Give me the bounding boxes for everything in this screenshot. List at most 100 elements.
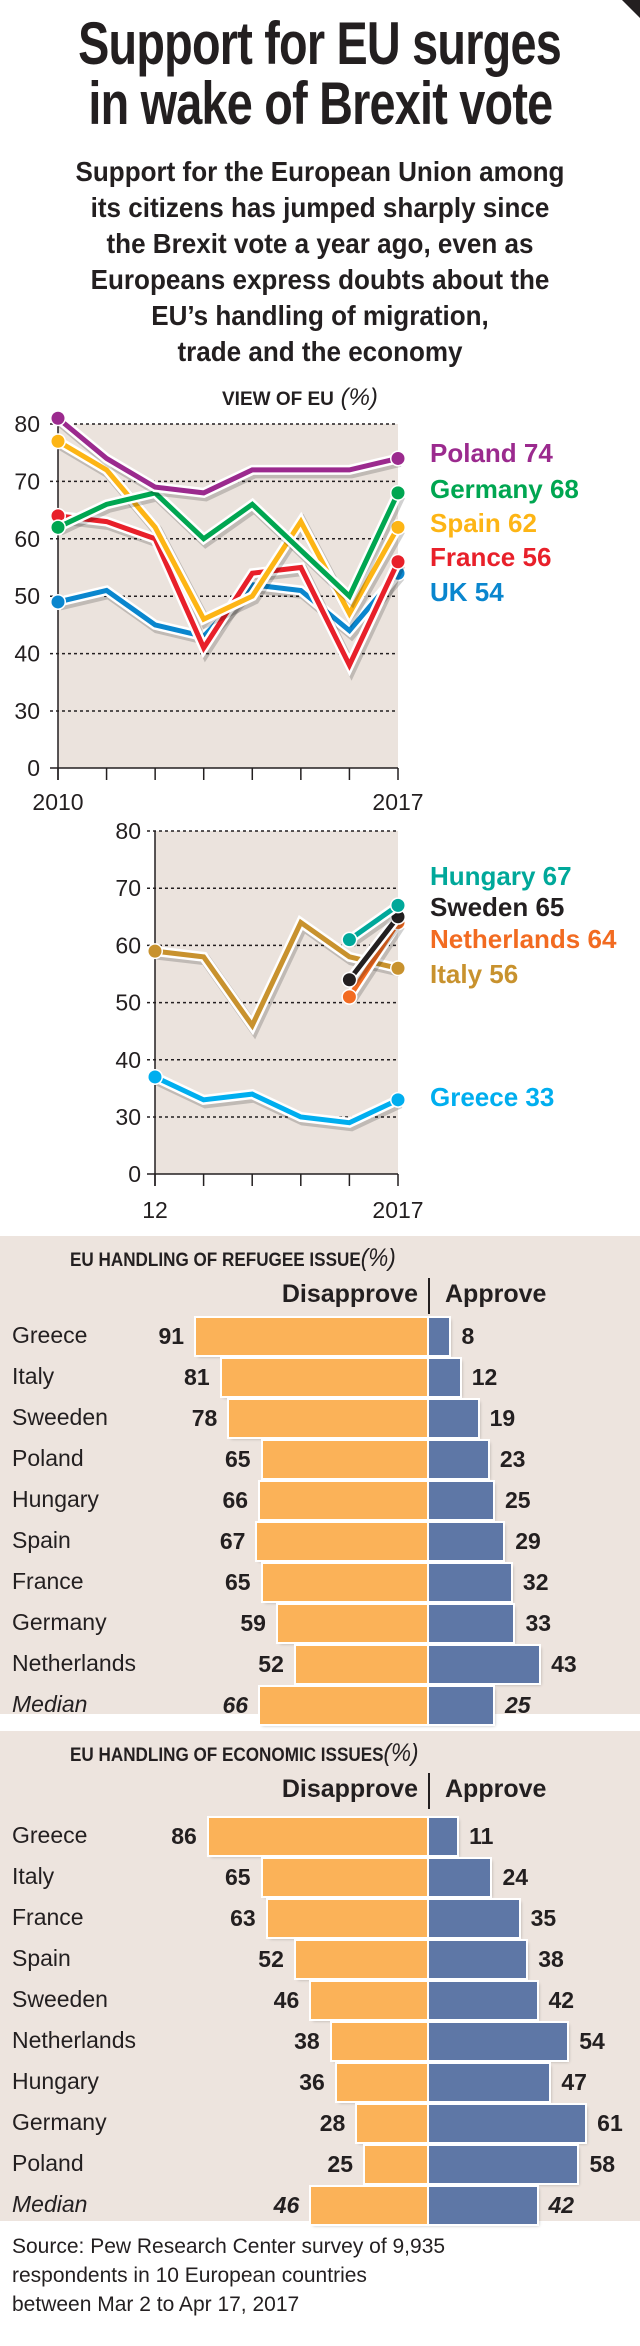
approve-value: 42 — [548, 1986, 575, 2013]
table-row: Spain 67 29 — [0, 1522, 640, 1560]
approve-value: 25 — [505, 1486, 531, 1513]
table-row: Hungary 36 47 — [0, 2063, 640, 2101]
approve-bar — [429, 2186, 537, 2224]
approve-value: 54 — [579, 2027, 605, 2054]
series-line — [154, 918, 399, 1031]
disapprove-value: 66 — [222, 1486, 249, 1513]
data-point — [51, 509, 65, 523]
disapprove-bar — [295, 1645, 429, 1683]
table-row: Spain 52 38 — [0, 1940, 640, 1978]
disapprove-bar — [196, 1317, 429, 1355]
corner-mark — [622, 0, 640, 18]
disapprove-value: 81 — [184, 1363, 210, 1390]
chart-title-unit: (%) — [340, 384, 378, 411]
x-tick-label: 12 — [142, 1197, 168, 1223]
data-point — [391, 1093, 405, 1107]
approve-bar — [429, 1522, 504, 1560]
subtitle-line: EU’s handling of migration, — [151, 300, 489, 331]
subtitle: Support for the European Union among its… — [0, 154, 640, 370]
approve-value: 12 — [471, 1363, 498, 1390]
approve-value: 29 — [515, 1527, 541, 1554]
country-label: Italy — [12, 1862, 55, 1889]
subtitle-line: Europeans express doubts about the — [90, 264, 550, 295]
data-point — [391, 486, 405, 500]
disapprove-bar — [311, 2186, 429, 2224]
data-point — [391, 898, 405, 912]
disapprove-bar — [260, 1686, 429, 1724]
country-label: Italy — [12, 1362, 55, 1389]
approve-bar — [429, 1686, 493, 1724]
line-chart-title: View of EU (%) — [222, 384, 378, 412]
series-label: France 56 — [430, 542, 551, 572]
country-label: Hungary — [12, 2067, 99, 2094]
panel-title-text: EU Handling of Refugee Issue — [70, 1250, 361, 1271]
country-label: Greece — [12, 1321, 88, 1348]
series-label: Sweden 65 — [430, 892, 564, 922]
approve-value: 33 — [525, 1609, 552, 1636]
header-separator — [428, 1278, 430, 1314]
country-label: Netherlands — [12, 1649, 137, 1676]
y-tick-label: 70 — [115, 875, 141, 901]
series-label: Netherlands 64 — [430, 924, 617, 954]
x-tick-label: 2017 — [372, 789, 423, 815]
series-poland — [50, 410, 406, 502]
disapprove-value: 38 — [294, 2027, 320, 2054]
y-tick-label: 60 — [115, 932, 141, 958]
approve-bar — [429, 2022, 568, 2060]
approve-bar — [429, 1899, 519, 1937]
data-point — [342, 933, 356, 947]
data-point — [51, 520, 65, 534]
panel-title-text: EU Handling of Economic Issues — [70, 1745, 384, 1766]
approve-bar — [429, 1817, 458, 1855]
table-row: Hungary 66 25 — [0, 1481, 640, 1519]
series-line — [347, 915, 400, 982]
data-point — [391, 961, 405, 975]
y-tick-label: 0 — [128, 1161, 141, 1187]
y-tick-label: 40 — [115, 1047, 141, 1073]
subtitle-line: its citizens has jumped sharply since — [90, 192, 550, 223]
disapprove-value: 46 — [273, 2191, 300, 2218]
series-label: UK 54 — [430, 577, 504, 607]
series-label: Greece 33 — [430, 1082, 554, 1112]
disapprove-value: 78 — [191, 1404, 218, 1431]
country-label: Median — [12, 1690, 88, 1717]
disapprove-bar — [262, 1858, 429, 1896]
approve-value: 24 — [502, 1863, 529, 1890]
disapprove-bar — [208, 1817, 429, 1855]
series-line — [347, 903, 400, 942]
disapprove-value: 28 — [319, 2109, 346, 2136]
y-tick-label: 40 — [14, 641, 40, 667]
table-row: Netherlands 52 43 — [0, 1645, 640, 1683]
economic-issues-panel: EU Handling of Economic Issues(%) Disapp… — [0, 1731, 640, 2224]
disapprove-bar — [267, 1899, 429, 1937]
table-row: Sweeden 78 19 — [0, 1399, 640, 1437]
data-point — [51, 595, 65, 609]
subtitle-line: Support for the European Union among — [75, 156, 565, 187]
series-greece — [147, 1068, 406, 1132]
approve-bar — [429, 1858, 491, 1896]
approve-bar — [429, 1317, 450, 1355]
approve-bar — [429, 1481, 493, 1519]
table-row: Median 66 25 — [0, 1686, 640, 1724]
approve-value: 38 — [538, 1945, 564, 1972]
approve-bar — [429, 2104, 586, 2142]
approve-bar — [429, 1440, 488, 1478]
y-tick-label: 80 — [115, 818, 141, 844]
data-point — [51, 411, 65, 425]
table-row: Greece 91 8 — [0, 1317, 640, 1355]
approve-bar — [429, 2145, 578, 2183]
table-row: Median 46 42 — [0, 2186, 640, 2224]
disapprove-value: 65 — [225, 1568, 251, 1595]
approve-value: 8 — [461, 1322, 475, 1349]
chart-title-text: View of EU — [222, 389, 334, 410]
approve-bar — [429, 1981, 537, 2019]
source-line: respondents in 10 European countries — [12, 2264, 367, 2287]
x-tick-label: 2017 — [372, 1197, 423, 1223]
disapprove-bar — [262, 1563, 429, 1601]
disapprove-header: Disapprove — [281, 1280, 418, 1308]
disapprove-value: 65 — [225, 1863, 251, 1890]
country-label: Hungary — [12, 1485, 99, 1512]
country-label: Poland — [12, 1444, 84, 1471]
y-tick-label: 80 — [14, 411, 40, 437]
disapprove-value: 63 — [230, 1904, 256, 1931]
